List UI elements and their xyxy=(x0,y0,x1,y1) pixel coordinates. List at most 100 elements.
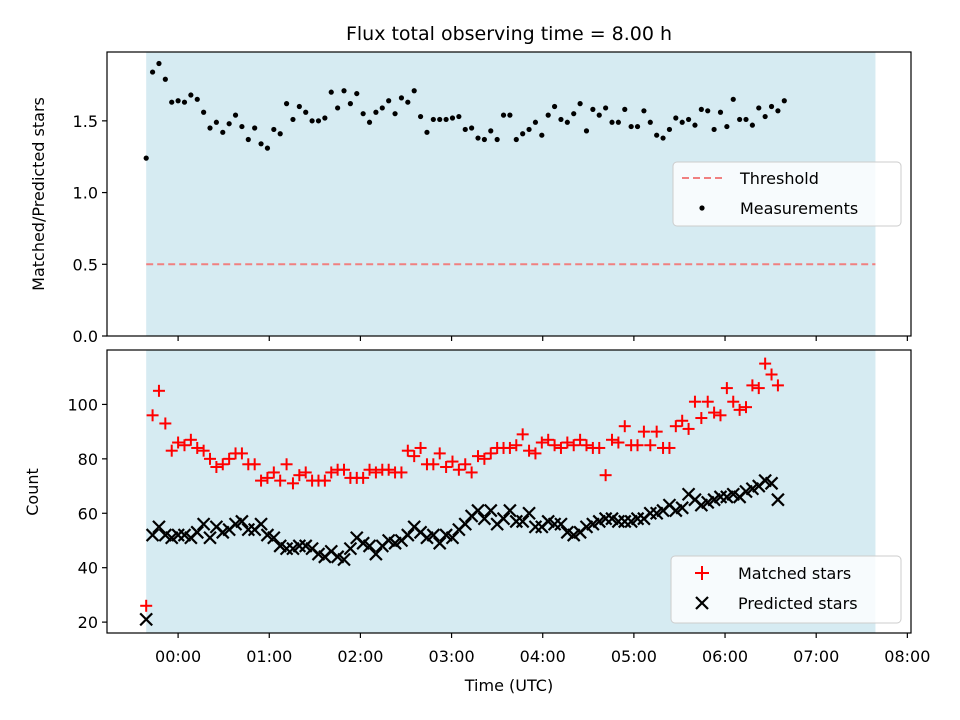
measurement-point xyxy=(366,119,373,125)
matched-star-point xyxy=(280,458,293,471)
matched-star-point xyxy=(765,368,778,381)
measurement-point xyxy=(462,126,468,133)
top-y-tick-label: 1.0 xyxy=(73,184,98,203)
matched-star-point xyxy=(427,458,440,471)
matched-star-point xyxy=(631,439,644,452)
measurement-point xyxy=(596,112,602,118)
legend-measurements-label: Measurements xyxy=(740,199,858,218)
measurement-point xyxy=(149,69,156,75)
measurement-point xyxy=(532,119,539,125)
predicted-star-point xyxy=(643,506,658,521)
measurement-point xyxy=(603,105,609,111)
predicted-star-point xyxy=(675,501,689,515)
measurement-point xyxy=(583,128,590,134)
measurement-point xyxy=(622,106,628,112)
x-tick-label: 06:00 xyxy=(702,647,748,666)
measurement-point xyxy=(743,116,749,123)
predicted-star-point xyxy=(764,476,779,491)
matched-star-point xyxy=(261,471,274,484)
bottom-y-ticks: 20 40 60 80 100 xyxy=(67,395,107,632)
measurement-point xyxy=(737,116,743,123)
measurement-point xyxy=(245,136,251,143)
measurement-point xyxy=(424,129,430,135)
matched-star-point xyxy=(644,439,657,452)
legend-predicted-swatch xyxy=(695,596,709,610)
matched-star-point xyxy=(248,458,261,471)
matched-star-point xyxy=(223,452,236,465)
matched-star-point xyxy=(414,441,427,454)
measurement-point xyxy=(392,111,398,117)
bottom-x-ticks: 00:00 01:00 02:00 03:00 04:00 05:00 06:00 07:00… xyxy=(155,633,930,666)
bottom-axes-frame xyxy=(106,349,912,634)
measurement-point xyxy=(226,121,232,127)
measurement-point xyxy=(213,119,219,125)
x-tick-label: 08:00 xyxy=(884,647,930,666)
x-tick-label: 02:00 xyxy=(337,647,383,666)
measurement-point xyxy=(513,136,519,143)
matched-star-point xyxy=(293,469,306,482)
chart-title: Flux total observing time = 8.00 h xyxy=(346,23,672,45)
matched-star-point xyxy=(727,395,740,408)
bottom-y-tick-label: 80 xyxy=(78,450,98,469)
measurement-point xyxy=(781,98,787,104)
measurement-point xyxy=(162,76,168,82)
matched-star-point xyxy=(440,461,453,474)
matched-star-point xyxy=(325,466,338,479)
bottom-marks xyxy=(139,357,785,627)
measurement-point xyxy=(232,112,239,118)
matched-star-point xyxy=(561,436,574,449)
matched-star-point xyxy=(746,379,759,392)
measurement-point xyxy=(175,98,181,104)
matched-star-point xyxy=(612,436,625,449)
matched-star-point xyxy=(720,382,733,395)
matched-star-point xyxy=(210,461,223,474)
measurement-point xyxy=(488,128,494,134)
measurement-point xyxy=(666,126,673,133)
measurement-point xyxy=(481,136,487,143)
matched-star-point xyxy=(663,441,676,454)
measurement-point xyxy=(449,115,456,121)
top-y-ticks: 0.0 0.5 1.0 1.5 xyxy=(73,112,107,346)
measurement-point xyxy=(654,132,660,138)
legend-measurements-swatch xyxy=(699,205,705,211)
measurement-point xyxy=(417,113,424,120)
measurement-point xyxy=(628,123,634,130)
measurement-point xyxy=(239,123,245,130)
matched-star-point xyxy=(714,409,727,422)
measurement-point xyxy=(749,122,755,128)
measurement-point xyxy=(551,103,558,110)
legend-matched-swatch xyxy=(695,566,709,580)
matched-star-point xyxy=(408,450,421,463)
predicted-star-point xyxy=(292,539,307,553)
matched-star-point xyxy=(752,382,765,395)
predicted-star-point xyxy=(458,517,473,531)
measurement-point xyxy=(520,131,526,137)
measurement-point xyxy=(692,122,698,128)
measurement-point xyxy=(194,96,200,102)
measurement-point xyxy=(290,116,296,123)
measurement-point xyxy=(207,125,213,131)
matched-star-point xyxy=(363,463,376,476)
predicted-star-point xyxy=(196,517,211,531)
measurement-point xyxy=(634,123,641,130)
measurement-point xyxy=(711,126,717,133)
matched-star-point xyxy=(382,463,395,476)
matched-star-point xyxy=(503,441,516,454)
top-legend-box xyxy=(672,161,902,227)
x-tick-label: 04:00 xyxy=(520,647,566,666)
matched-star-point xyxy=(523,444,536,457)
measurement-point xyxy=(322,115,328,121)
x-tick-label: 07:00 xyxy=(793,647,839,666)
top-x-ticks xyxy=(177,336,908,341)
measurement-point xyxy=(220,129,226,135)
measurement-point xyxy=(609,119,615,125)
bottom-y-axis-label: Count xyxy=(23,468,42,516)
matched-star-point xyxy=(318,474,331,487)
measurement-point xyxy=(405,99,411,105)
measurement-point xyxy=(169,99,175,105)
top-legend: Threshold Measurements xyxy=(672,161,902,227)
matched-star-point xyxy=(152,384,165,397)
measurement-point xyxy=(724,123,730,130)
measurement-point xyxy=(379,105,385,111)
matched-star-point xyxy=(676,414,689,427)
